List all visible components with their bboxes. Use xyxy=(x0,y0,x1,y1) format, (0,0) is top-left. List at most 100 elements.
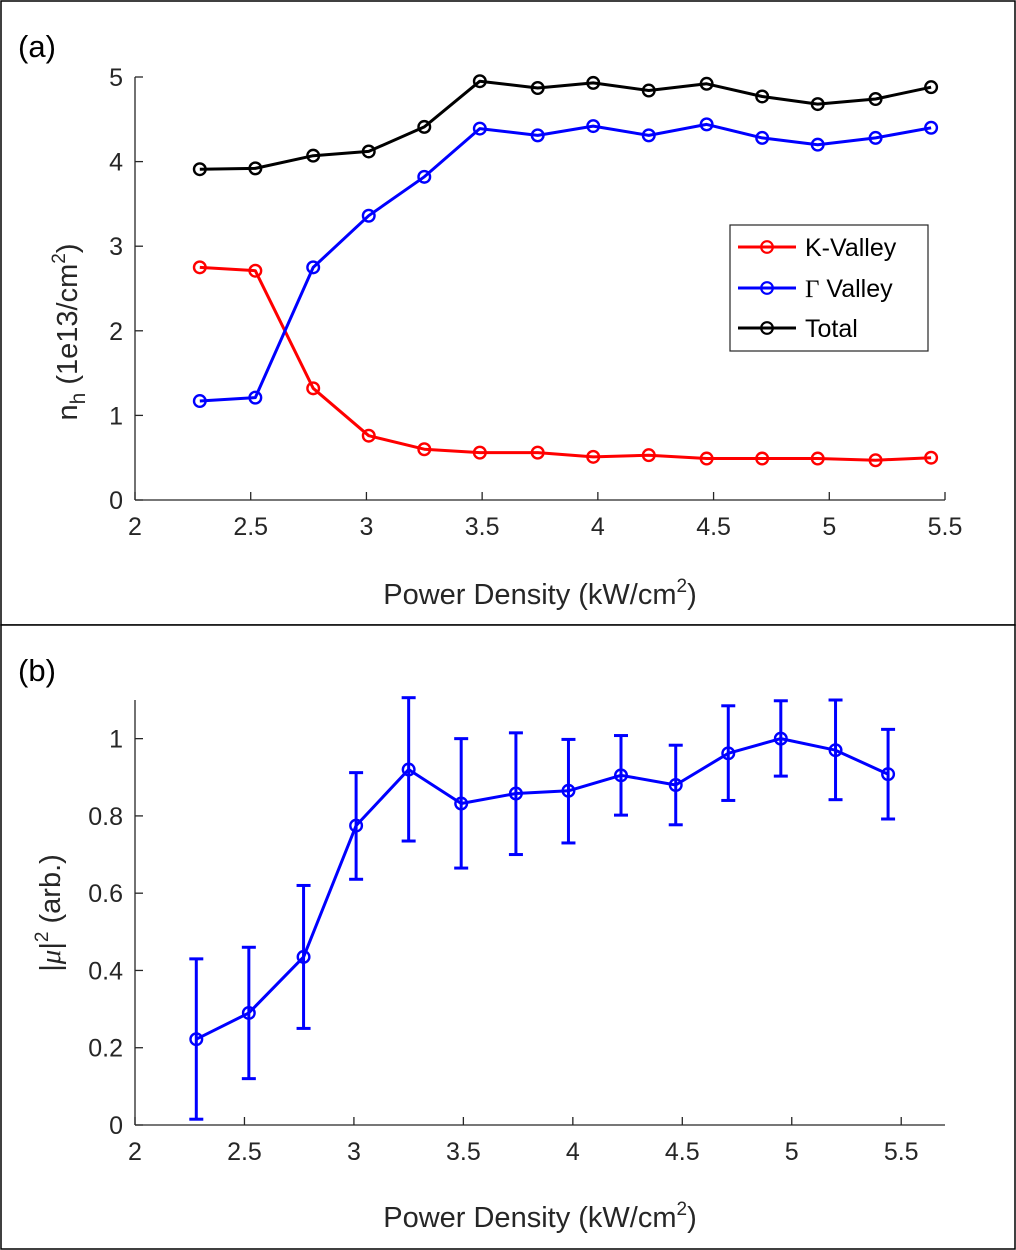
panel-label-b: (b) xyxy=(18,653,56,688)
chart-a-x-tick-label: 2 xyxy=(128,513,142,541)
chart-b-x-tick-label: 5.5 xyxy=(884,1138,919,1166)
chart-a-data-point xyxy=(699,451,714,466)
chart-a-x-tick-label: 5 xyxy=(822,513,836,541)
chart-b-data-point xyxy=(189,1032,204,1047)
chart-b-x-tick-label: 4 xyxy=(566,1138,580,1166)
chart-a-data-point xyxy=(361,144,376,159)
chart-b-data-point xyxy=(721,746,736,761)
chart-a-data-point xyxy=(586,119,601,134)
chart-a-data-point xyxy=(248,390,263,405)
chart-b-x-tick-label: 2 xyxy=(128,1138,142,1166)
chart-a-data-point xyxy=(192,260,207,275)
chart-a-data-point xyxy=(417,169,432,184)
chart-a-data-point xyxy=(699,76,714,91)
legend-marker-gamma-valley xyxy=(760,281,774,295)
chart-a-series-k-valley xyxy=(192,260,939,468)
chart-b-x-axis-label: Power Density (kW/cm2) xyxy=(383,1199,697,1234)
chart-a-data-point xyxy=(306,381,321,396)
chart-b-x-tick-label: 5 xyxy=(785,1138,799,1166)
chart-b-data-point xyxy=(881,767,896,782)
chart-a-data-point xyxy=(810,137,825,152)
chart-b-data-point xyxy=(296,949,311,964)
chart-a-data-point xyxy=(248,161,263,176)
chart-b-data-point xyxy=(668,778,683,793)
chart-a-legend: K-Valley Γ Valley Total xyxy=(729,224,929,352)
chart-b: (b) 2 2.5 3 3.5 4 4.5 5 5.5 0 0.2 0.4 0.6 0.8 1 Power… xyxy=(18,653,945,1234)
chart-a-x-tick-label: 2.5 xyxy=(233,513,268,541)
chart-b-x-tick-label: 4.5 xyxy=(665,1138,700,1166)
chart-a-data-point xyxy=(924,450,939,465)
chart-a-data-point xyxy=(868,130,883,145)
chart-a-data-point xyxy=(699,117,714,132)
chart-b-y-tick-label: 0.2 xyxy=(88,1035,123,1063)
chart-a-data-point xyxy=(810,451,825,466)
legend-item-gamma-valley: Γ Valley xyxy=(738,275,893,303)
chart-a-data-point xyxy=(530,128,545,143)
chart-b-x-tick-label: 3 xyxy=(347,1138,361,1166)
chart-a-data-point xyxy=(472,74,487,89)
chart-a-series-total xyxy=(192,74,939,177)
chart-a-data-point xyxy=(472,445,487,460)
chart-b-line xyxy=(195,737,889,1041)
chart-b-y-tick-label: 0 xyxy=(109,1112,123,1140)
chart-b-y-tick-label: 0.4 xyxy=(88,957,123,985)
chart-a-data-point xyxy=(417,119,432,134)
chart-a-data-point xyxy=(361,428,376,443)
chart-a-axes: 2 2.5 3 3.5 4 4.5 5 5.5 0 1 2 3 4 5 xyxy=(109,64,962,541)
chart-b-series-series xyxy=(189,696,896,1121)
chart-a-y-axis-label: nh (1e13/cm2) xyxy=(49,243,90,420)
chart-a-data-point xyxy=(417,442,432,457)
chart-a-y-tick-label: 2 xyxy=(109,318,123,346)
legend-item-total: Total xyxy=(738,315,858,343)
panel-label-a: (a) xyxy=(18,29,56,64)
chart-a-line xyxy=(199,265,932,462)
chart-a-data-point xyxy=(586,449,601,464)
chart-b-series xyxy=(189,696,896,1121)
chart-b-y-tick-label: 1 xyxy=(109,726,123,754)
chart-a-series-valley xyxy=(192,117,939,409)
chart-a-data-point xyxy=(306,260,321,275)
chart-a-x-tick-label: 4 xyxy=(591,513,605,541)
chart-b-data-point xyxy=(508,786,523,801)
chart-a-y-tick-label: 5 xyxy=(109,64,123,92)
chart-a-line xyxy=(199,79,932,171)
chart-a-data-point xyxy=(641,128,656,143)
chart-a-data-point xyxy=(924,80,939,95)
panel-b-frame xyxy=(0,624,1016,1250)
chart-a-data-point xyxy=(530,80,545,95)
chart-b-data-point xyxy=(561,783,576,798)
chart-a-data-point xyxy=(641,448,656,463)
chart-a-data-point xyxy=(472,121,487,136)
chart-a-data-point xyxy=(586,75,601,90)
chart-b-data-point xyxy=(828,743,843,758)
chart-b-data-point xyxy=(241,1005,256,1020)
legend-marker-k-valley xyxy=(760,240,774,254)
chart-a-y-tick-label: 4 xyxy=(109,149,123,177)
chart-b-data-point xyxy=(349,818,364,833)
chart-a-x-axis-label: Power Density (kW/cm2) xyxy=(383,576,697,611)
chart-a-x-tick-label: 3.5 xyxy=(465,513,500,541)
chart-b-y-tick-label: 0.6 xyxy=(88,880,123,908)
chart-a-data-point xyxy=(755,130,770,145)
chart-a-data-point xyxy=(924,120,939,135)
chart-a-data-point xyxy=(755,451,770,466)
chart-a-data-point xyxy=(810,97,825,112)
chart-a-x-tick-label: 5.5 xyxy=(928,513,963,541)
chart-a-data-point xyxy=(306,148,321,163)
chart-a-y-tick-label: 0 xyxy=(109,487,123,515)
legend-label-total: Total xyxy=(805,315,858,343)
chart-a-data-point xyxy=(755,89,770,104)
chart-b-x-tick-label: 2.5 xyxy=(227,1138,262,1166)
chart-a-line xyxy=(199,122,932,403)
chart-a: (a) 2 2.5 3 3.5 4 4.5 5 5.5 0 1 2 3 4 5 Power Density… xyxy=(18,29,962,611)
chart-b-x-tick-label: 3.5 xyxy=(446,1138,481,1166)
chart-a-data-point xyxy=(248,263,263,278)
chart-b-data-point xyxy=(401,762,416,777)
chart-b-y-axis-label: |μ|2 (arb.) xyxy=(32,854,67,972)
chart-b-axes: 2 2.5 3 3.5 4 4.5 5 5.5 0 0.2 0.4 0.6 0.8 1 xyxy=(88,700,945,1166)
chart-a-y-tick-label: 3 xyxy=(109,233,123,261)
chart-a-data-point xyxy=(530,445,545,460)
chart-a-y-tick-label: 1 xyxy=(109,402,123,430)
chart-a-data-point xyxy=(868,91,883,106)
chart-a-data-point xyxy=(868,453,883,468)
